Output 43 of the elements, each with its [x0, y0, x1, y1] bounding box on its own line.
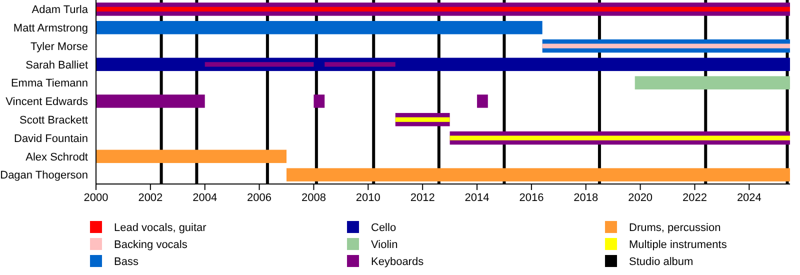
- bar: [96, 94, 205, 108]
- y-tick-label: Emma Tiemann: [10, 78, 88, 90]
- y-tick-label: Adam Turla: [32, 4, 89, 16]
- bar: [96, 20, 542, 34]
- y-tick-label: Scott Brackett: [20, 114, 88, 126]
- x-tick-label: 2018: [574, 192, 598, 204]
- y-tick-label: Alex Schrodt: [26, 151, 88, 164]
- bar: [96, 150, 287, 164]
- bar: [96, 6, 790, 12]
- y-tick-label: Sarah Balliet: [26, 59, 88, 72]
- legend-label: Multiple instruments: [629, 238, 728, 251]
- bar: [542, 44, 790, 48]
- legend-label: Studio album: [629, 256, 694, 268]
- y-tick-label: Matt Armstrong: [13, 22, 88, 34]
- x-tick-label: 2004: [192, 192, 218, 204]
- bar: [96, 58, 790, 72]
- y-tick-label: Dagan Thogerson: [0, 170, 88, 182]
- y-tick-label: Tyler Morse: [30, 40, 88, 53]
- x-tick-label: 2008: [301, 192, 326, 204]
- legend-label: Lead vocals, guitar: [114, 222, 207, 234]
- x-tick-label: 2024: [736, 192, 762, 204]
- legend-label: Keyboards: [371, 256, 424, 268]
- x-tick-label: 2014: [464, 192, 490, 204]
- bar: [634, 76, 790, 90]
- x-tick-label: 2022: [682, 192, 707, 204]
- x-tick-label: 2016: [519, 192, 544, 204]
- x-tick-label: 2002: [138, 192, 163, 204]
- x-tick-label: 2006: [247, 192, 272, 204]
- legend-label: Backing vocals: [114, 238, 188, 251]
- legend-label: Cello: [371, 222, 396, 234]
- bar: [286, 168, 790, 182]
- legend-label: Drums, percussion: [629, 222, 721, 234]
- bar: [477, 94, 488, 108]
- y-tick-label: David Fountain: [14, 132, 88, 145]
- legend-label: Violin: [371, 238, 398, 251]
- y-tick-label: Vincent Edwards: [6, 96, 88, 108]
- x-tick-label: 2012: [410, 192, 435, 204]
- x-tick-label: 2000: [84, 192, 108, 204]
- bar: [450, 136, 790, 140]
- x-tick-label: 2020: [628, 192, 653, 204]
- legend-label: Bass: [114, 256, 139, 268]
- x-tick-label: 2010: [356, 192, 380, 204]
- bar: [395, 117, 450, 122]
